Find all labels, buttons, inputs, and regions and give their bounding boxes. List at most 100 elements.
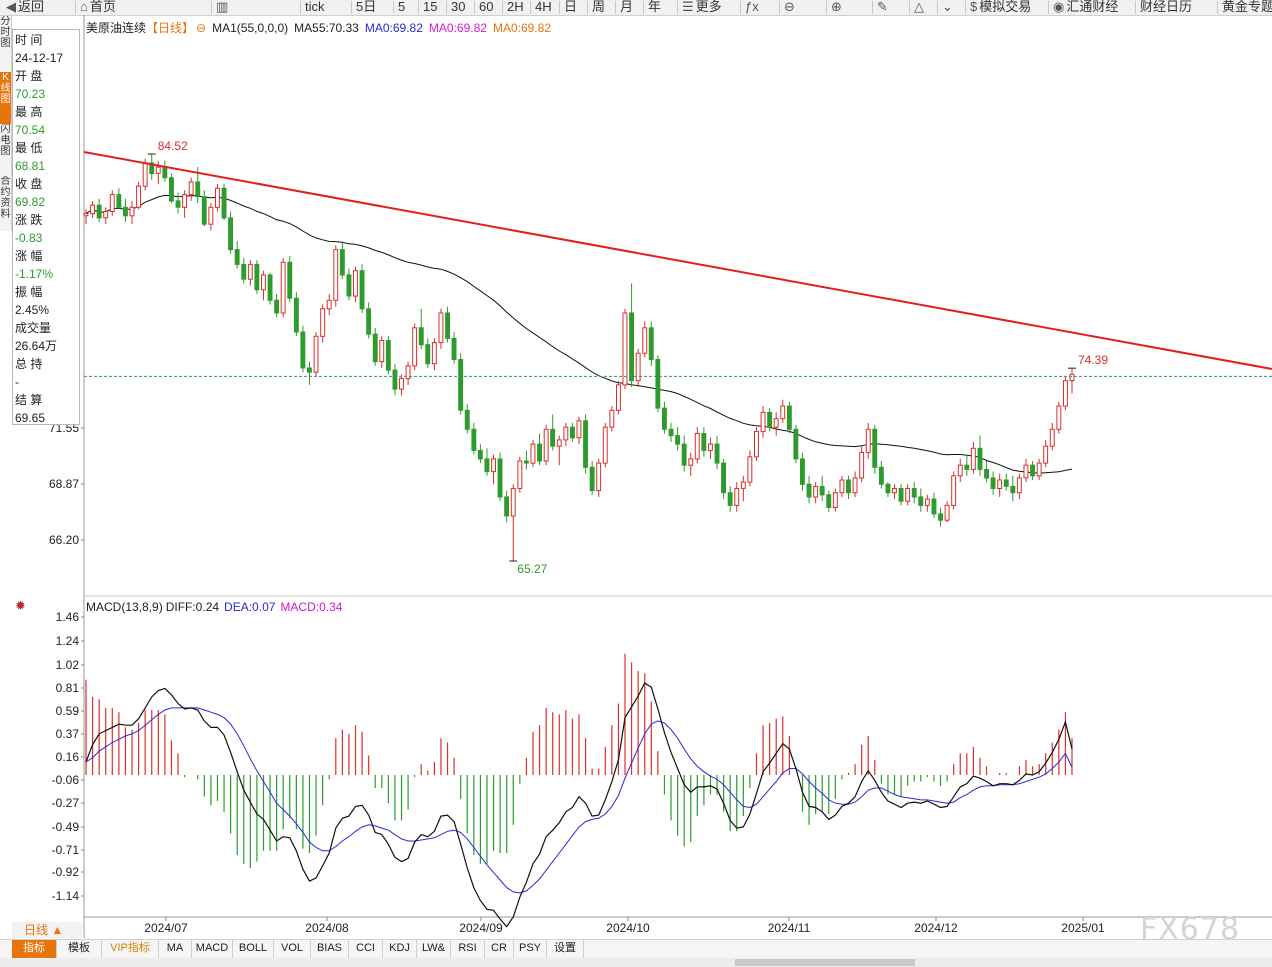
toolbar-item-6[interactable]: 15	[423, 0, 437, 15]
tab-flash[interactable]: 闪电图	[0, 124, 11, 157]
indicator-tab-3[interactable]: MA	[159, 940, 192, 958]
indicator-tab-0[interactable]: 指标	[12, 940, 57, 958]
candle	[754, 427, 759, 461]
tab-contract-info[interactable]: 合约资料	[0, 176, 11, 220]
toolbar-item-20[interactable]: △	[914, 0, 926, 15]
ma55-line	[85, 194, 1073, 474]
scrollbar-thumb[interactable]	[735, 959, 915, 966]
candle-body	[819, 485, 825, 496]
toolbar-item-label: 30	[451, 0, 466, 14]
candle-body	[1069, 373, 1075, 382]
indicator-tab-9[interactable]: KDJ	[383, 940, 417, 958]
candle	[491, 454, 497, 485]
indicator-tab-8[interactable]: CCI	[349, 940, 383, 958]
toolbar-item-5[interactable]: 5	[398, 0, 405, 15]
toolbar-item-24[interactable]: 财经日历	[1140, 0, 1192, 15]
toolbar-item-19[interactable]: ✎	[877, 0, 890, 15]
tab-kline[interactable]: K线图	[0, 72, 11, 124]
toolbar-item-25[interactable]: 黄金专题	[1222, 0, 1272, 15]
date-tick-label: 2024/07	[144, 921, 188, 935]
watermark-logo: FX678	[1140, 912, 1241, 947]
toolbar-item-3[interactable]: tick	[305, 0, 325, 15]
indicator-tab-13[interactable]: PSY	[514, 940, 547, 958]
toolbar-item-23[interactable]: ◉ 汇通财经	[1053, 0, 1118, 15]
toolbar-item-14[interactable]: 年	[648, 0, 661, 15]
candle	[1043, 439, 1049, 468]
indicator-tab-1[interactable]: 模板	[57, 940, 102, 958]
candle	[911, 482, 917, 504]
period-selector[interactable]: 日线 ▲	[12, 922, 82, 938]
info-value: 24-12-17	[15, 51, 64, 65]
settings-icon[interactable]: ⊖	[196, 21, 207, 35]
candle-body	[714, 443, 720, 464]
candle	[826, 490, 832, 512]
indicator-tab-7[interactable]: BIAS	[311, 940, 349, 958]
candle	[642, 321, 648, 358]
toolbar-item-1[interactable]: ⌂ 首页	[80, 0, 116, 15]
candle-body	[339, 249, 345, 276]
toolbar-item-21[interactable]: ⌄	[942, 0, 955, 15]
tab-timeshare[interactable]: 分时图	[0, 16, 11, 49]
indicator-tab-6[interactable]: VOL	[274, 940, 311, 958]
candle	[96, 198, 102, 223]
candle	[451, 332, 457, 364]
candle-body	[826, 494, 832, 508]
toolbar-item-22[interactable]: $ 模拟交易	[970, 0, 1031, 15]
toolbar-item-4[interactable]: 5日	[356, 0, 376, 15]
candle	[182, 190, 188, 218]
macd-settings-icon[interactable]: ✹	[15, 598, 26, 613]
candle	[556, 435, 562, 466]
candle-body	[984, 469, 989, 479]
toolbar-item-16[interactable]: ƒx	[745, 0, 761, 15]
toolbar-item-12[interactable]: 周	[592, 0, 605, 15]
candle	[458, 353, 464, 415]
indicator-tab-14[interactable]: 设置	[547, 940, 584, 958]
indicator-tab-2[interactable]: VIP指标	[102, 940, 159, 958]
toolbar-separator	[965, 1, 966, 14]
toolbar-item-11[interactable]: 日	[564, 0, 577, 15]
candle	[215, 184, 220, 212]
indicator-tab-10[interactable]: LW&	[417, 940, 451, 958]
toolbar-item-0[interactable]: ◀ 返回	[6, 0, 44, 15]
info-label: 结 算	[15, 393, 43, 407]
toolbar-item-13[interactable]: 月	[620, 0, 633, 15]
indicator-tab-4[interactable]: MACD	[192, 940, 233, 958]
horizontal-scrollbar[interactable]	[0, 958, 1272, 967]
instrument-name: 美原油连续	[86, 21, 147, 35]
candle-body	[938, 513, 943, 521]
candle-body	[970, 447, 976, 470]
info-label: 最 低	[15, 141, 43, 155]
toolbar-item-9[interactable]: 2H	[507, 0, 524, 15]
toolbar-item-15[interactable]: ☰ 更多	[682, 0, 722, 15]
indicator-tab-5[interactable]: BOLL	[233, 940, 274, 958]
candle-body	[760, 411, 766, 432]
candle	[155, 160, 161, 185]
candle-body	[918, 496, 924, 506]
candle-body	[1036, 462, 1042, 477]
candle-body	[616, 384, 621, 411]
candle	[1036, 458, 1042, 481]
toolbar-item-label: 财经日历	[1140, 0, 1193, 14]
candle-body	[721, 462, 726, 494]
candle	[635, 348, 641, 387]
home-icon: ⌂	[80, 0, 88, 14]
info-value: 68.81	[15, 159, 46, 173]
toolbar-item-7[interactable]: 30	[451, 0, 465, 15]
toolbar-item-2[interactable]: ▥	[216, 0, 230, 15]
candle-body	[839, 479, 845, 494]
indicator-tab-12[interactable]: CR	[485, 940, 514, 958]
toolbar-item-8[interactable]: 60	[479, 0, 493, 15]
info-label: 涨 跌	[15, 213, 43, 227]
toolbar-item-17[interactable]: ⊖	[784, 0, 797, 15]
indicator-tab-11[interactable]: RSI	[451, 940, 485, 958]
toolbar-item-10[interactable]: 4H	[535, 0, 552, 15]
toolbar-item-label: 更多	[695, 0, 722, 14]
macd-name: MACD(13,8,9)	[86, 600, 163, 614]
toolbar-item-18[interactable]: ⊕	[831, 0, 844, 15]
candle	[957, 458, 963, 483]
candle	[570, 422, 575, 442]
candle	[708, 437, 713, 459]
toolbar-item-label: 汇通财经	[1066, 0, 1119, 14]
